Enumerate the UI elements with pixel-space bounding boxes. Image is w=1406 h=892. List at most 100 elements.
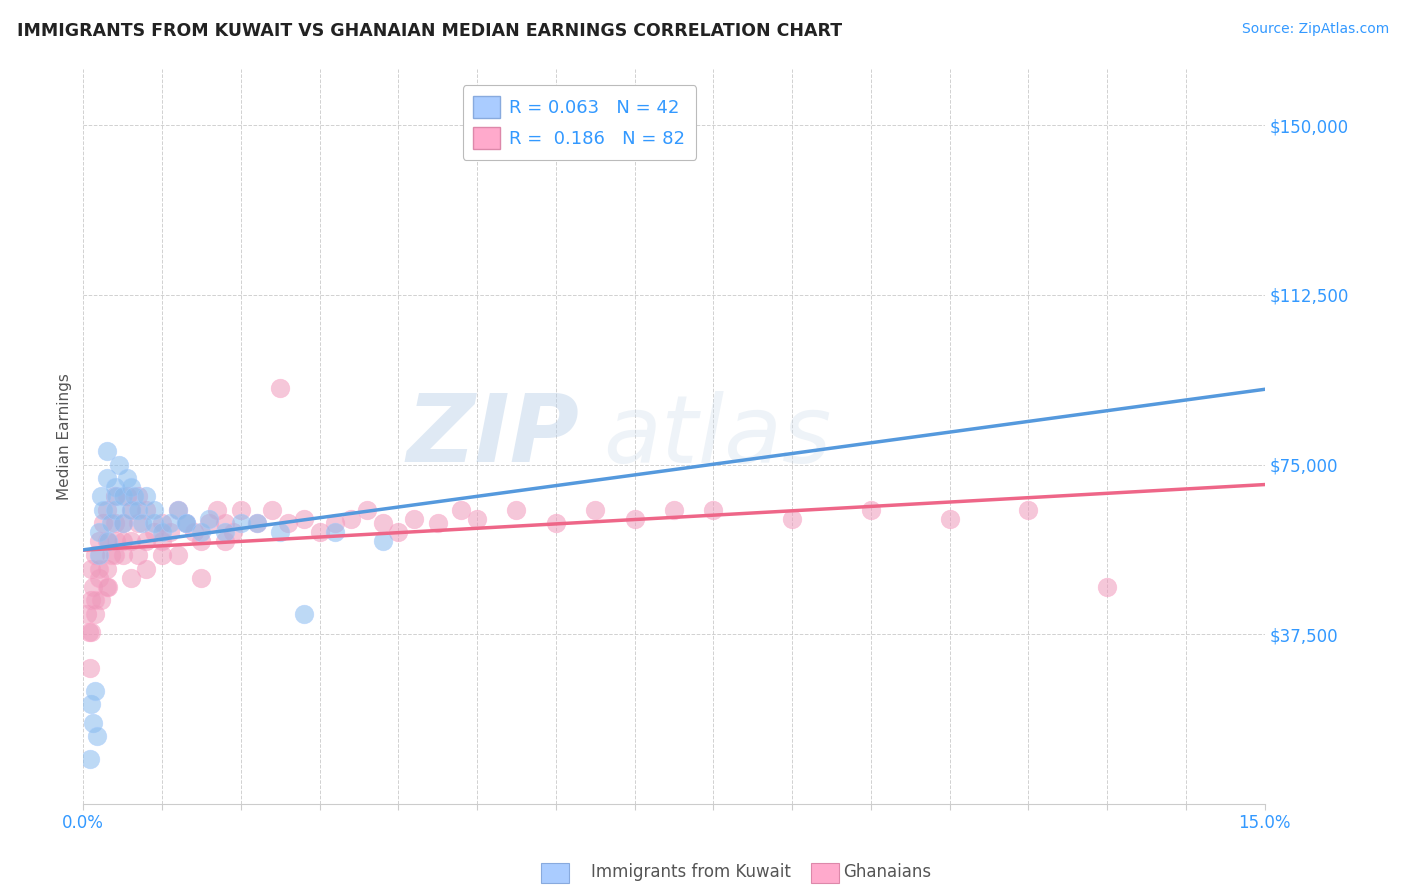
Point [143,516,166,531]
Point [356,503,378,517]
Point [166,503,188,517]
Point [104,516,127,531]
Point [269,381,291,395]
Point [84,548,107,562]
Point [100,548,122,562]
Point [150,534,173,549]
Point [84,683,107,698]
Point [214,534,236,549]
Point [127,503,149,517]
Point [91,516,114,531]
Point [229,503,252,517]
Point [229,516,252,531]
Point [277,516,299,531]
Point [127,489,149,503]
Point [190,525,212,540]
Point [82,580,104,594]
Point [96,534,118,549]
Point [662,503,685,517]
Point [292,607,315,621]
Point [80,593,103,607]
Point [166,548,188,562]
Point [174,516,197,531]
Point [97,534,120,549]
Point [190,534,212,549]
Point [1095,580,1118,594]
Point [105,489,128,503]
Point [86,729,108,743]
Point [340,512,363,526]
Point [402,512,425,526]
Point [371,516,394,531]
Point [198,516,221,531]
Text: ZIP: ZIP [406,391,579,483]
Point [80,698,103,712]
Point [97,580,120,594]
Point [107,458,129,472]
Point [111,534,134,549]
Point [84,607,107,621]
Point [96,503,118,517]
Point [96,561,118,575]
Point [150,516,173,531]
Point [111,516,134,531]
Point [96,580,118,594]
Point [198,512,221,526]
Point [127,516,149,531]
Point [323,525,346,540]
Point [104,503,127,517]
Point [426,516,449,531]
Point [76,607,98,621]
Point [465,512,488,526]
Point [79,752,101,766]
Text: Ghanaians: Ghanaians [844,863,932,881]
Point [450,503,472,517]
Point [623,512,645,526]
Point [214,516,236,531]
Point [120,534,142,549]
Point [245,516,267,531]
Point [131,516,153,531]
Point [111,516,134,531]
Point [84,593,107,607]
Point [505,503,527,517]
Point [120,480,142,494]
Point [190,571,212,585]
Point [135,561,157,575]
Point [124,489,146,503]
Point [159,525,181,540]
Point [127,548,149,562]
Point [104,489,127,503]
Point [143,503,166,517]
Point [308,525,330,540]
Point [780,512,803,526]
Point [80,561,103,575]
Point [150,525,173,540]
Point [87,525,110,540]
Point [245,516,267,531]
Text: atlas: atlas [603,391,831,482]
Point [105,534,128,549]
Point [159,516,181,531]
Point [371,534,394,549]
Point [143,525,166,540]
Point [174,516,197,531]
Point [214,525,236,540]
Point [222,525,245,540]
Point [111,548,134,562]
Point [104,480,127,494]
Point [104,548,127,562]
Point [115,471,138,485]
Point [292,512,315,526]
Point [135,489,157,503]
Text: IMMIGRANTS FROM KUWAIT VS GHANAIAN MEDIAN EARNINGS CORRELATION CHART: IMMIGRANTS FROM KUWAIT VS GHANAIAN MEDIA… [17,22,842,40]
Point [387,525,409,540]
Point [79,661,101,675]
Point [166,503,188,517]
Legend: R = 0.063   N = 42, R =  0.186   N = 82: R = 0.063 N = 42, R = 0.186 N = 82 [463,85,696,160]
Point [120,571,142,585]
Point [82,715,104,730]
Point [111,489,134,503]
Y-axis label: Median Earnings: Median Earnings [58,373,72,500]
Point [183,525,205,540]
